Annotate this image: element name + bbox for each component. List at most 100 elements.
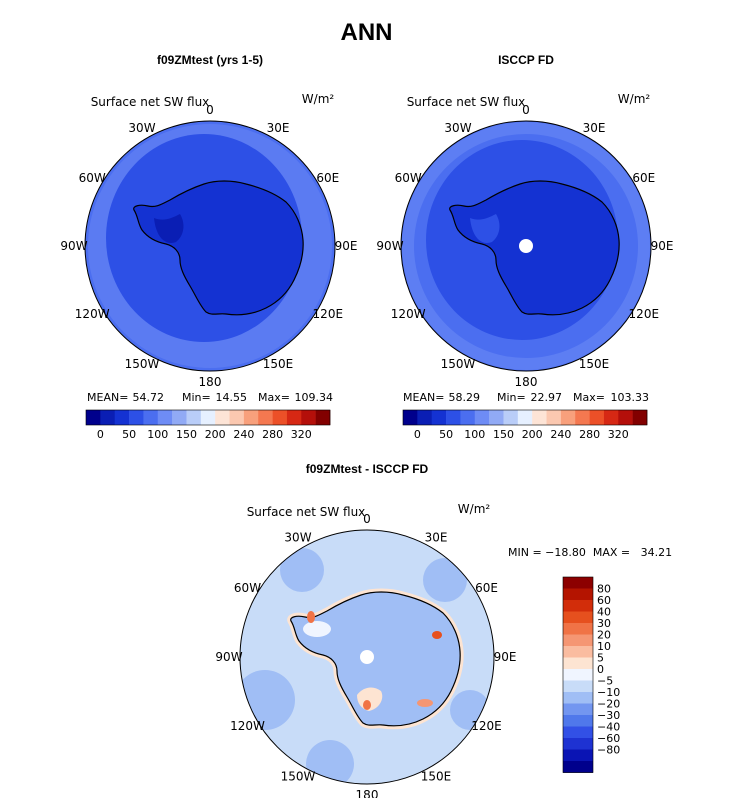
colorbar-tick-label: 100 [147,428,168,441]
longitude-label: 30E [425,531,448,545]
colorbar-tick-label: −80 [597,744,620,757]
units-label: W/m² [458,502,491,516]
stats-min-label: Min= [182,391,211,404]
colorbar-box [286,410,302,425]
colorbar-tick-label: 320 [291,428,312,441]
units-label: W/m² [302,92,335,106]
colorbar-tick-label: 50 [439,428,453,441]
colorbar-box [417,410,432,425]
antarctica-landmass [449,180,620,316]
stats-min-max: MIN = −18.80 MAX = 34.21 [508,546,672,559]
figure-title: ANN [341,19,393,46]
colorbar-tick-label: 150 [176,428,197,441]
colorbar-box [315,410,331,425]
colorbar-box [186,410,202,425]
colorbar-tick-label: 200 [205,428,226,441]
colorbar-box [517,410,533,425]
colorbar-tick-label: −10 [597,686,620,699]
colorbar-box [100,410,115,425]
colorbar: 0 50 100 150 200 240 280 320 [85,409,331,441]
longitude-label: 90W [215,650,242,664]
colorbar-box [563,749,593,762]
colorbar-tick-label: −40 [597,721,620,734]
colorbar-box [563,611,593,624]
polar-map [401,121,651,371]
colorbar-tick-label: 0 [597,663,604,676]
panel-difference: f09ZMtest - ISCCP FD Surface net SW flux… [215,462,672,798]
map-border [400,120,652,372]
colorbar-box [563,646,593,658]
colorbar-box [563,692,593,704]
longitude-label: 120W [391,307,426,321]
colorbar-tick-label: 150 [493,428,514,441]
colorbar-box [301,410,316,425]
longitude-label: 30E [583,121,606,135]
longitude-labels: 0 30E 60E 90E 120E 150E 180 150W 120W 90W 60W 30W [376,103,673,389]
colorbar-tick-label: 240 [550,428,571,441]
colorbar-box [229,410,245,425]
longitude-label: 0 [363,512,371,526]
colorbar-box [460,410,476,425]
panel-observations: ISCCP FD Surface net SW flux W/m² 0 30E 60… [376,53,673,441]
stats-min-value: 22.97 [531,391,563,404]
colorbar-box [563,623,593,635]
colorbar-box [114,410,130,425]
stats-max-label: Max= [258,391,290,404]
colorbar-box [143,410,159,425]
longitude-label: 120E [313,307,344,321]
stats-min-value: 14.55 [216,391,248,404]
colorbar-tick-label: 60 [597,594,611,607]
colorbar-tick-label: −60 [597,732,620,745]
longitude-label: 90W [376,239,403,253]
colorbar-box [563,588,593,601]
longitude-label: 150W [281,770,316,784]
map-border [239,529,495,785]
colorbar-tick-label: 0 [97,428,104,441]
colorbar-box [272,410,288,425]
polar-map [85,121,335,371]
longitude-labels: 0 30E 60E 90E 120E 150E 180 150W 120W 90W 60W 30W [60,103,357,389]
colorbar-box [403,410,418,425]
colorbar-box [532,410,547,425]
missing-data-pole [360,650,374,664]
panel-model: f09ZMtest (yrs 1-5) Surface net SW flux … [60,53,357,441]
stats-min-label: Min= [497,391,526,404]
colorbar-box [546,410,562,425]
colorbar-box [563,715,593,727]
colorbar-box [563,703,593,716]
stats-mean-label: MEAN= [403,391,444,404]
longitude-label: 60E [475,581,498,595]
colorbar-box [215,410,230,425]
colorbar-box [632,410,648,425]
stats-mean-label: MEAN= [87,391,128,404]
stats-max-label: Max= [573,391,605,404]
colorbar-tick-label: 240 [233,428,254,441]
colorbar-box [86,410,101,425]
colorbar: 0 50 100 150 200 240 280 320 [402,409,648,441]
colorbar-box [560,410,576,425]
colorbar-box [200,410,216,425]
colorbar-box [618,410,633,425]
field-label: Surface net SW flux [407,95,526,109]
colorbar-box [129,410,144,425]
colorbar-tick-label: 50 [122,428,136,441]
longitude-label: 150E [421,770,452,784]
longitude-label: 90E [494,650,517,664]
colorbar-box [157,410,173,425]
longitude-label: 60W [395,171,422,185]
colorbar-box [172,410,187,425]
polar-map [240,530,494,784]
colorbar-tick-label: 20 [597,629,611,642]
longitude-label: 60E [632,171,655,185]
units-label: W/m² [618,92,651,106]
colorbar-box [563,761,593,773]
missing-data-pole [519,239,533,253]
stats-max-value: 109.34 [295,391,334,404]
colorbar-tick-label: 280 [262,428,283,441]
longitude-label: 120E [629,307,660,321]
colorbar-tick-label: −30 [597,709,620,722]
longitude-label: 60W [234,581,261,595]
colorbar-box [603,410,619,425]
colorbar-box [563,680,593,693]
